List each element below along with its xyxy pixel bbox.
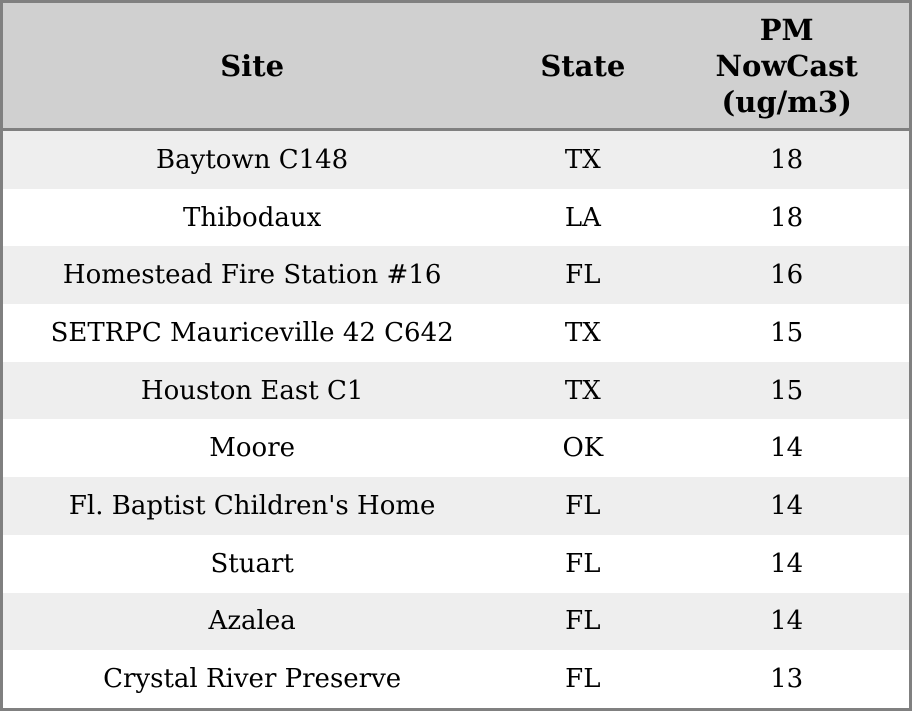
site-cell: Homestead Fire Station #16 [62, 260, 442, 291]
table-row: SETRPC Mauriceville 42 C642 TX 15 [3, 304, 909, 362]
pm-cell: 16 [770, 260, 804, 291]
site-cell: Houston East C1 [140, 375, 364, 406]
pm-cell: 15 [770, 317, 804, 348]
table-row: Thibodaux LA 18 [3, 188, 909, 247]
table-row: Houston East C1 TX 15 [3, 361, 909, 420]
pm-cell: 13 [770, 664, 804, 695]
column-header-site: Site [3, 3, 502, 131]
column-header-state: State [501, 3, 665, 131]
state-cell: TX [564, 317, 601, 348]
pm-cell: 18 [770, 144, 804, 175]
table-body: Baytown C148 TX 18 Thibodaux LA 18 Homes… [3, 129, 909, 708]
pm-cell: 14 [770, 548, 804, 579]
table-row: Azalea FL 14 [3, 592, 909, 651]
table-row: Baytown C148 TX 18 [3, 129, 909, 189]
site-cell: Azalea [208, 606, 296, 637]
state-cell: FL [565, 548, 601, 579]
state-cell: FL [565, 260, 601, 291]
site-cell: Fl. Baptist Children's Home [68, 490, 436, 521]
site-cell: Crystal River Preserve [103, 664, 402, 695]
header-row: Site State PM NowCast (ug/m3) [3, 3, 909, 131]
state-cell: TX [564, 144, 601, 175]
column-header-pm-nowcast: PM NowCast (ug/m3) [664, 3, 909, 131]
state-cell: FL [565, 664, 601, 695]
state-cell: FL [565, 606, 601, 637]
pm-cell: 14 [770, 490, 804, 521]
site-cell: Thibodaux [183, 202, 322, 233]
table-row: Fl. Baptist Children's Home FL 14 [3, 477, 909, 535]
state-cell: OK [562, 433, 604, 464]
site-cell: Stuart [210, 548, 294, 579]
table-row: Crystal River Preserve FL 13 [3, 650, 909, 708]
pm-cell: 15 [770, 375, 804, 406]
state-cell: FL [565, 490, 601, 521]
table-row: Homestead Fire Station #16 FL 16 [3, 246, 909, 305]
pm-cell: 14 [770, 433, 804, 464]
pm-cell: 18 [770, 202, 804, 233]
site-cell: SETRPC Mauriceville 42 C642 [50, 317, 454, 348]
site-cell: Moore [209, 433, 296, 464]
state-cell: TX [564, 375, 601, 406]
table-row: Moore OK 14 [3, 419, 909, 478]
site-pm-table: Site State PM NowCast (ug/m3) Baytown C1… [3, 3, 909, 708]
pm-cell: 14 [770, 606, 804, 637]
state-cell: LA [564, 202, 601, 233]
table-row: Stuart FL 14 [3, 534, 909, 593]
site-cell: Baytown C148 [156, 144, 349, 175]
table-header: Site State PM NowCast (ug/m3) [3, 3, 909, 131]
